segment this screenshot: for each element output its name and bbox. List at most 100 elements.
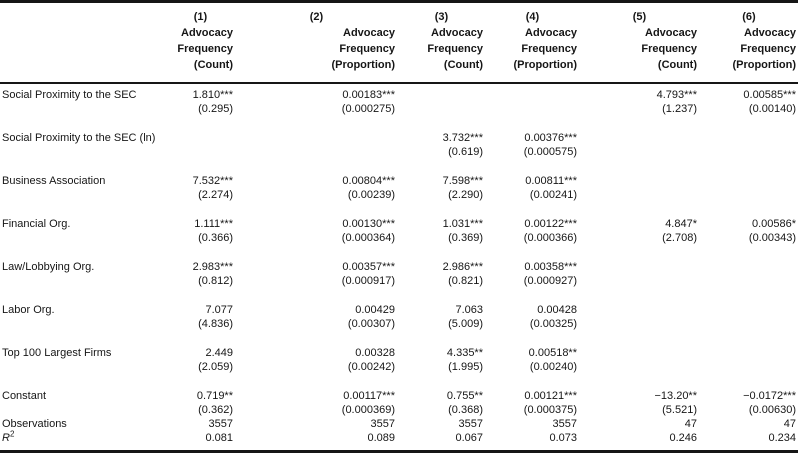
empty-cell [168,145,238,174]
standard-error-row: (0.366) (0.000364) (0.369) (0.000366) (2.708… [0,231,798,260]
stats-value: 0.073 [549,432,577,444]
empty-cell [702,188,798,217]
se-cell: (4.836) [198,318,233,330]
empty-cell [702,260,798,274]
coef-cell: 0.00122*** [524,218,577,230]
coef-cell: 1.810*** [192,89,233,101]
empty-cell [582,260,702,274]
row-label: Social Proximity to the SEC [2,89,137,101]
coef-cell: 4.335** [446,347,483,359]
header-line: (Count) [443,59,483,71]
row-label: Top 100 Largest Firms [2,347,112,359]
coef-cell: 0.755** [446,390,483,402]
standard-error-row: (0.812) (0.000917) (0.821) (0.000927) [0,274,798,303]
stats-value: 3557 [208,418,233,430]
coef-cell: 4.847* [665,218,697,230]
coef-cell: 3.732*** [442,132,483,144]
se-cell: (0.821) [448,275,483,287]
se-cell: (0.00140) [748,103,796,115]
coef-cell: 7.532*** [192,175,233,187]
header-line: Advocacy [525,27,577,39]
stats-value: 0.089 [367,432,395,444]
row-label: Business Association [2,175,106,187]
coef-cell: 0.00121*** [524,390,577,402]
coef-cell: 0.00357*** [342,261,395,273]
header-line: Advocacy [744,27,796,39]
header-line: Frequency [521,43,577,55]
header-line: Frequency [339,43,395,55]
column-header-1: (1) Advocacy Frequency (Count) [168,1,238,84]
coefficient-row: Labor Org. 7.077 0.00429 7.063 0.00428 [0,303,798,317]
row-label-spacer [0,403,168,417]
se-cell: (0.295) [198,103,233,115]
standard-error-row: (0.362) (0.000369) (0.368) (0.000375) (5.521… [0,403,798,417]
coefficient-row: Top 100 Largest Firms 2.449 0.00328 4.335**… [0,346,798,360]
header-line: Advocacy [181,27,233,39]
coef-cell: 0.719** [196,390,233,402]
coefficient-row: Social Proximity to the SEC 1.810*** 0.001… [0,83,798,102]
empty-cell [702,174,798,188]
column-header-6: (6) Advocacy Frequency (Proportion) [702,1,798,84]
empty-cell [702,303,798,317]
r-squared-label: R2 [2,429,15,444]
header-line: (Proportion) [732,59,796,71]
se-cell: (2.059) [198,361,233,373]
coef-cell: 0.00586* [751,218,796,230]
coef-cell: 7.077 [205,304,233,316]
se-cell: (0.812) [198,275,233,287]
empty-cell [702,346,798,360]
se-cell: (0.000364) [341,232,395,244]
stats-value: 47 [783,418,796,430]
empty-cell [702,145,798,174]
se-cell: (1.237) [662,103,697,115]
header-line: (Count) [657,59,697,71]
header-row: (1) Advocacy Frequency (Count) (2) Advocacy Fr… [0,1,798,84]
coefficient-row: Financial Org. 1.111*** 0.00130*** 1.031***… [0,217,798,231]
se-cell: (0.369) [448,232,483,244]
row-label-spacer [0,145,168,174]
row-label: Social Proximity to the SEC (ln) [2,132,156,144]
r-squared-exponent: 2 [9,429,15,439]
header-line: (Proportion) [331,59,395,71]
se-cell: (0.000366) [523,232,577,244]
se-cell: (0.000369) [341,404,395,416]
row-label-spacer [0,360,168,389]
se-cell: (0.000375) [523,404,577,416]
coef-cell: 2.986*** [442,261,483,273]
empty-cell [582,274,702,303]
header-line: Frequency [427,43,483,55]
coef-cell: 1.031*** [442,218,483,230]
row-label-spacer [0,188,168,217]
coef-cell: 7.063 [455,304,483,316]
header-line: Frequency [177,43,233,55]
row-label: Law/Lobbying Org. [2,261,95,273]
se-cell: (0.00241) [529,189,577,201]
stats-label: R2 [0,429,168,452]
model-number: (6) [742,11,756,23]
standard-error-row: (2.059) (0.00242) (1.995) (0.00240) [0,360,798,389]
column-header-4: (4) Advocacy Frequency (Proportion) [488,1,582,84]
empty-cell [582,346,702,360]
coef-cell: 7.598*** [442,175,483,187]
row-label-spacer [0,231,168,260]
model-number: (5) [632,11,647,23]
coef-cell: 0.00117*** [343,390,395,402]
empty-cell [582,360,702,389]
header-line: Advocacy [431,27,483,39]
coefficient-row: Law/Lobbying Org. 2.983*** 0.00357*** 2.986… [0,260,798,274]
se-cell: (0.00325) [529,318,577,330]
coef-cell: −13.20** [654,390,697,402]
se-cell: (0.368) [448,404,483,416]
header-line: Frequency [641,43,697,55]
row-label: Financial Org. [2,218,71,230]
se-cell: (2.274) [198,189,233,201]
model-number: (3) [434,11,449,23]
stats-value: 0.067 [455,432,483,444]
se-cell: (5.009) [448,318,483,330]
coef-cell: 0.00585*** [743,89,796,101]
empty-cell [582,174,702,188]
se-cell: (0.00307) [347,318,395,330]
empty-cell [400,83,488,102]
coef-cell: 1.111*** [194,218,233,230]
